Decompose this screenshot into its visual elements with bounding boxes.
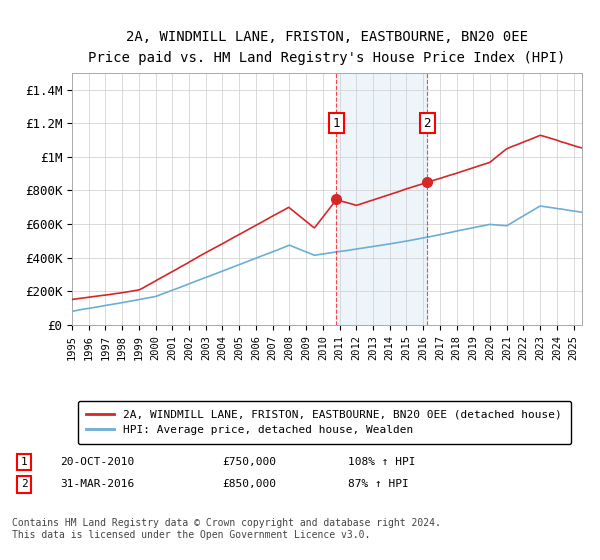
- Bar: [336, 73, 427, 325]
- Text: 87% ↑ HPI: 87% ↑ HPI: [348, 479, 409, 489]
- Text: 108% ↑ HPI: 108% ↑ HPI: [348, 457, 415, 467]
- Text: 1: 1: [332, 116, 340, 130]
- Text: Contains HM Land Registry data © Crown copyright and database right 2024.
This d: Contains HM Land Registry data © Crown c…: [12, 518, 441, 540]
- Text: 31-MAR-2016: 31-MAR-2016: [60, 479, 134, 489]
- Title: 2A, WINDMILL LANE, FRISTON, EASTBOURNE, BN20 0EE
Price paid vs. HM Land Registry: 2A, WINDMILL LANE, FRISTON, EASTBOURNE, …: [88, 30, 566, 65]
- Text: 2: 2: [424, 116, 431, 130]
- Text: 1: 1: [20, 457, 28, 467]
- Text: £850,000: £850,000: [222, 479, 276, 489]
- Text: 20-OCT-2010: 20-OCT-2010: [60, 457, 134, 467]
- Legend: 2A, WINDMILL LANE, FRISTON, EASTBOURNE, BN20 0EE (detached house), HPI: Average : 2A, WINDMILL LANE, FRISTON, EASTBOURNE, …: [77, 401, 571, 444]
- Text: £750,000: £750,000: [222, 457, 276, 467]
- Text: 2: 2: [20, 479, 28, 489]
